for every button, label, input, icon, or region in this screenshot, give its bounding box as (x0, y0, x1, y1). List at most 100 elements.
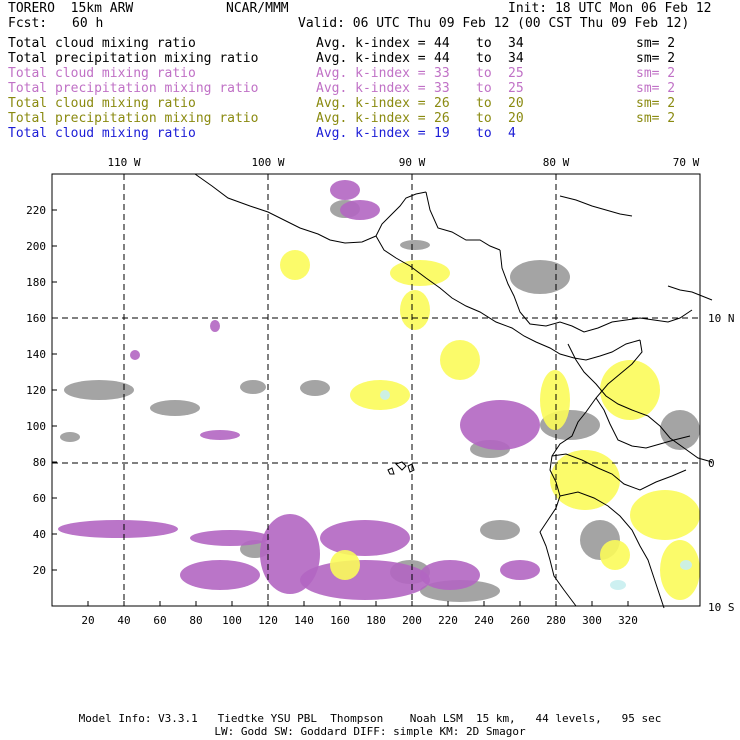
legend-to: to (476, 36, 492, 51)
legend-sm: sm= 2 (636, 81, 676, 96)
legend-to: to (476, 96, 492, 111)
yellow-shade (660, 540, 700, 600)
legend-row: Total precipitation mixing ratio Avg. k-i… (8, 81, 732, 96)
caribbean-coast (499, 249, 693, 333)
legend-name: Total cloud mixing ratio (8, 36, 196, 51)
legend-k-to: 20 (508, 111, 524, 126)
legend-k-label: Avg. k-index = (316, 51, 426, 66)
border-3 (559, 491, 665, 609)
x-tick-label: 100 (222, 614, 242, 627)
legend-name: Total precipitation mixing ratio (8, 51, 259, 66)
central-america-pacific-coast (375, 235, 641, 361)
legend-k-to: 34 (508, 36, 524, 51)
yucatan-coast (375, 191, 427, 237)
magenta-shade (58, 520, 178, 538)
yellow-shade (600, 540, 630, 570)
gray-shade (60, 432, 80, 442)
gray-shade (480, 520, 520, 540)
x-tick-label: 260 (510, 614, 530, 627)
magenta-shade (500, 560, 540, 580)
gulf-coast (425, 191, 501, 251)
legend-k-label: Avg. k-index = (316, 66, 426, 81)
y-tick-label: 20 (33, 564, 46, 577)
legend-k-from: 44 (434, 36, 450, 51)
yellow-shade (550, 450, 620, 510)
legend-row: Total cloud mixing ratio Avg. k-index = 19… (8, 126, 732, 141)
x-tick-label: 180 (366, 614, 386, 627)
magenta-shade (180, 560, 260, 590)
yellow-shade (540, 370, 570, 430)
latitude-labels: 10 N 0 10 S (708, 312, 735, 614)
legend-k-to: 25 (508, 81, 524, 96)
andes-border (595, 397, 691, 449)
x-tick-label: 160 (330, 614, 350, 627)
x-tick-label: 140 (294, 614, 314, 627)
border-2 (551, 453, 687, 491)
y-tick-label: 180 (26, 276, 46, 289)
longitude-label: 90 W (399, 156, 426, 169)
legend-sm: sm= 2 (636, 111, 676, 126)
model-info-line-1: Model Info: V3.3.1 Tiedtke YSU PBL Thomp… (78, 712, 662, 725)
model-title: TORERO 15km ARW (8, 1, 134, 16)
yellow-shade (330, 550, 360, 580)
galapagos-3 (387, 467, 395, 475)
legend-to: to (476, 126, 492, 141)
yellow-shade (600, 360, 660, 420)
x-tick-label: 120 (258, 614, 278, 627)
galapagos-1 (395, 461, 407, 471)
galapagos-2 (407, 463, 415, 473)
cyan-shade (680, 560, 692, 570)
gray-shade (660, 410, 700, 450)
legend-k-from: 44 (434, 51, 450, 66)
longitude-label: 110 W (107, 156, 140, 169)
yellow-shade (280, 250, 310, 280)
magenta-shade (200, 430, 240, 440)
x-tick-label: 220 (438, 614, 458, 627)
legend-name: Total precipitation mixing ratio (8, 81, 259, 96)
legend-k-to: 4 (508, 126, 516, 141)
lat-lon-grid (52, 174, 700, 606)
longitude-labels: 110 W 100 W 90 W 80 W 70 W (107, 156, 699, 169)
legend-k-from: 33 (434, 81, 450, 96)
legend-name: Total cloud mixing ratio (8, 66, 196, 81)
legend-k-to: 20 (508, 96, 524, 111)
legend-k-label: Avg. k-index = (316, 81, 426, 96)
x-tick-label: 60 (153, 614, 166, 627)
model-info-line-2: LW: Godd SW: Goddard DIFF: simple KM: 2D… (214, 725, 526, 738)
legend-sm: sm= 2 (636, 66, 676, 81)
y-tick-label: 80 (33, 456, 46, 469)
y-tick-label: 100 (26, 420, 46, 433)
longitude-label: 80 W (543, 156, 570, 169)
magenta-shade (320, 520, 410, 556)
forecast-hour: 60 h (72, 16, 104, 31)
latitude-label: 10 S (708, 601, 735, 614)
x-tick-label: 320 (618, 614, 638, 627)
legend-k-label: Avg. k-index = (316, 96, 426, 111)
legend-row: Total cloud mixing ratio Avg. k-index = 33… (8, 66, 732, 81)
legend-k-from: 33 (434, 66, 450, 81)
longitude-label: 70 W (673, 156, 700, 169)
legend-row: Total precipitation mixing ratio Avg. k-i… (8, 111, 732, 126)
legend-to: to (476, 111, 492, 126)
legend-k-to: 25 (508, 66, 524, 81)
legend-row: Total cloud mixing ratio Avg. k-index = 44… (8, 36, 732, 51)
magenta-shade (190, 530, 270, 546)
legend-to: to (476, 66, 492, 81)
mexico-coast (194, 173, 377, 244)
x-tick-label: 240 (474, 614, 494, 627)
init-time: Init: 18 UTC Mon 06 Feb 12 (508, 1, 712, 16)
x-tick-label: 40 (117, 614, 130, 627)
gray-shade (300, 380, 330, 396)
yellow-shade (440, 340, 480, 380)
legend-k-label: Avg. k-index = (316, 126, 426, 141)
legend-sm: sm= 2 (636, 96, 676, 111)
island-coast (667, 285, 713, 301)
magenta-shade (130, 350, 140, 360)
x-tick-label: 80 (189, 614, 202, 627)
border-1 (567, 343, 713, 463)
magenta-shade (340, 200, 380, 220)
magenta-shade (210, 320, 220, 332)
cyan-shade (380, 390, 390, 400)
x-tick-label: 200 (402, 614, 422, 627)
